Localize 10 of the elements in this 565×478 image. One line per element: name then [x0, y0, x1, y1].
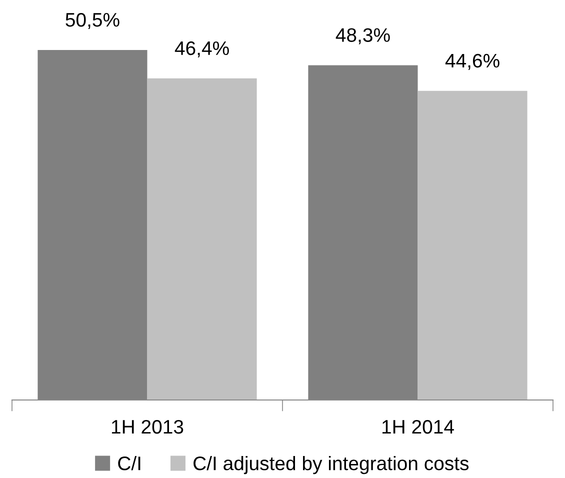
data-label: 44,6% [445, 54, 500, 70]
bar [418, 90, 528, 400]
bar [147, 78, 257, 400]
data-label: 50,5% [66, 12, 120, 30]
x-tick-label: 1H 2014 [382, 420, 454, 434]
data-label: 46,4% [174, 41, 229, 58]
x-tick-label: 1H 2013 [112, 420, 184, 434]
data-label: 48,3% [336, 28, 390, 44]
legend-label: C/I [118, 456, 140, 470]
legend-label: C/I adjusted by integration costs [194, 456, 469, 474]
